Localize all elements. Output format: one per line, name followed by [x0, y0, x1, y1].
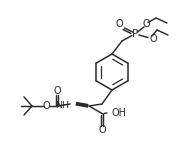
Text: O: O: [115, 18, 123, 29]
Text: NH: NH: [55, 100, 69, 110]
Text: O: O: [150, 33, 158, 44]
Text: O: O: [53, 86, 61, 95]
Text: P: P: [132, 29, 138, 39]
Text: OH: OH: [112, 108, 127, 118]
Text: O: O: [43, 101, 50, 111]
Text: O: O: [142, 18, 150, 29]
Text: O: O: [98, 125, 106, 135]
